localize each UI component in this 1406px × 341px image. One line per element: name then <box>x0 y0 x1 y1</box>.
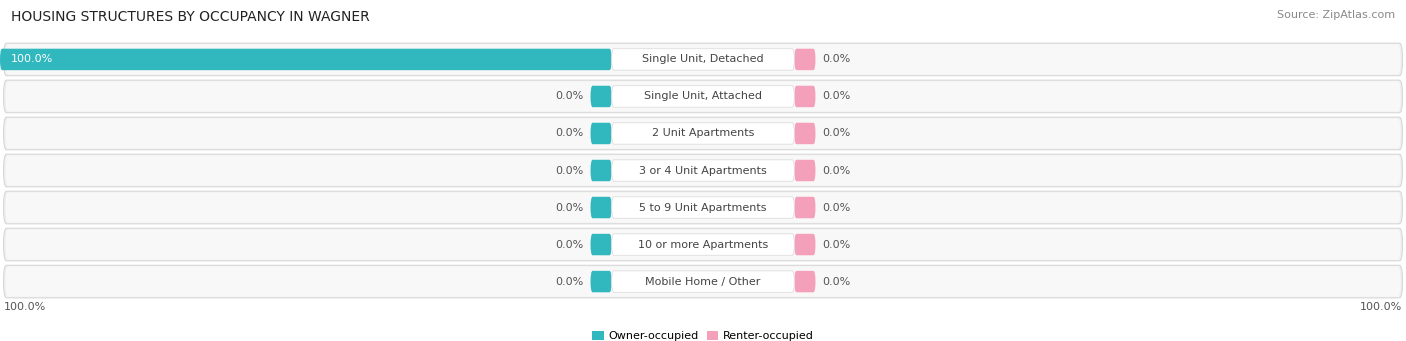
Text: 0.0%: 0.0% <box>555 129 583 138</box>
FancyBboxPatch shape <box>3 191 1403 224</box>
Text: 5 to 9 Unit Apartments: 5 to 9 Unit Apartments <box>640 203 766 212</box>
Text: 0.0%: 0.0% <box>555 277 583 286</box>
FancyBboxPatch shape <box>6 44 1400 75</box>
FancyBboxPatch shape <box>612 234 794 255</box>
Text: Single Unit, Detached: Single Unit, Detached <box>643 55 763 64</box>
Text: 0.0%: 0.0% <box>555 239 583 250</box>
FancyBboxPatch shape <box>6 229 1400 260</box>
Text: Source: ZipAtlas.com: Source: ZipAtlas.com <box>1277 10 1395 20</box>
Text: Mobile Home / Other: Mobile Home / Other <box>645 277 761 286</box>
Text: 100.0%: 100.0% <box>10 55 53 64</box>
FancyBboxPatch shape <box>794 160 815 181</box>
FancyBboxPatch shape <box>794 123 815 144</box>
FancyBboxPatch shape <box>591 160 612 181</box>
FancyBboxPatch shape <box>794 271 815 292</box>
FancyBboxPatch shape <box>6 266 1400 297</box>
Text: 100.0%: 100.0% <box>1360 302 1403 312</box>
Text: 0.0%: 0.0% <box>555 165 583 176</box>
Text: 0.0%: 0.0% <box>823 129 851 138</box>
Text: 0.0%: 0.0% <box>823 277 851 286</box>
FancyBboxPatch shape <box>794 49 815 70</box>
Text: 0.0%: 0.0% <box>555 91 583 102</box>
FancyBboxPatch shape <box>0 49 612 70</box>
FancyBboxPatch shape <box>612 197 794 218</box>
FancyBboxPatch shape <box>612 271 794 292</box>
FancyBboxPatch shape <box>3 117 1403 150</box>
Text: 0.0%: 0.0% <box>823 55 851 64</box>
FancyBboxPatch shape <box>612 49 794 70</box>
FancyBboxPatch shape <box>6 192 1400 223</box>
FancyBboxPatch shape <box>591 123 612 144</box>
FancyBboxPatch shape <box>591 197 612 218</box>
FancyBboxPatch shape <box>6 155 1400 186</box>
Text: 10 or more Apartments: 10 or more Apartments <box>638 239 768 250</box>
FancyBboxPatch shape <box>6 81 1400 112</box>
FancyBboxPatch shape <box>591 234 612 255</box>
Text: 0.0%: 0.0% <box>823 203 851 212</box>
FancyBboxPatch shape <box>3 43 1403 76</box>
FancyBboxPatch shape <box>3 154 1403 187</box>
FancyBboxPatch shape <box>612 160 794 181</box>
Text: 0.0%: 0.0% <box>823 165 851 176</box>
Text: 0.0%: 0.0% <box>823 91 851 102</box>
FancyBboxPatch shape <box>3 228 1403 261</box>
Text: 100.0%: 100.0% <box>3 302 46 312</box>
Text: HOUSING STRUCTURES BY OCCUPANCY IN WAGNER: HOUSING STRUCTURES BY OCCUPANCY IN WAGNE… <box>11 10 370 24</box>
FancyBboxPatch shape <box>591 86 612 107</box>
FancyBboxPatch shape <box>3 265 1403 298</box>
FancyBboxPatch shape <box>612 86 794 107</box>
Text: Single Unit, Attached: Single Unit, Attached <box>644 91 762 102</box>
FancyBboxPatch shape <box>612 123 794 144</box>
FancyBboxPatch shape <box>794 234 815 255</box>
FancyBboxPatch shape <box>591 271 612 292</box>
FancyBboxPatch shape <box>3 80 1403 113</box>
Legend: Owner-occupied, Renter-occupied: Owner-occupied, Renter-occupied <box>592 331 814 341</box>
Text: 3 or 4 Unit Apartments: 3 or 4 Unit Apartments <box>640 165 766 176</box>
FancyBboxPatch shape <box>794 86 815 107</box>
Text: 2 Unit Apartments: 2 Unit Apartments <box>652 129 754 138</box>
FancyBboxPatch shape <box>6 118 1400 149</box>
Text: 0.0%: 0.0% <box>555 203 583 212</box>
FancyBboxPatch shape <box>794 197 815 218</box>
Text: 0.0%: 0.0% <box>823 239 851 250</box>
